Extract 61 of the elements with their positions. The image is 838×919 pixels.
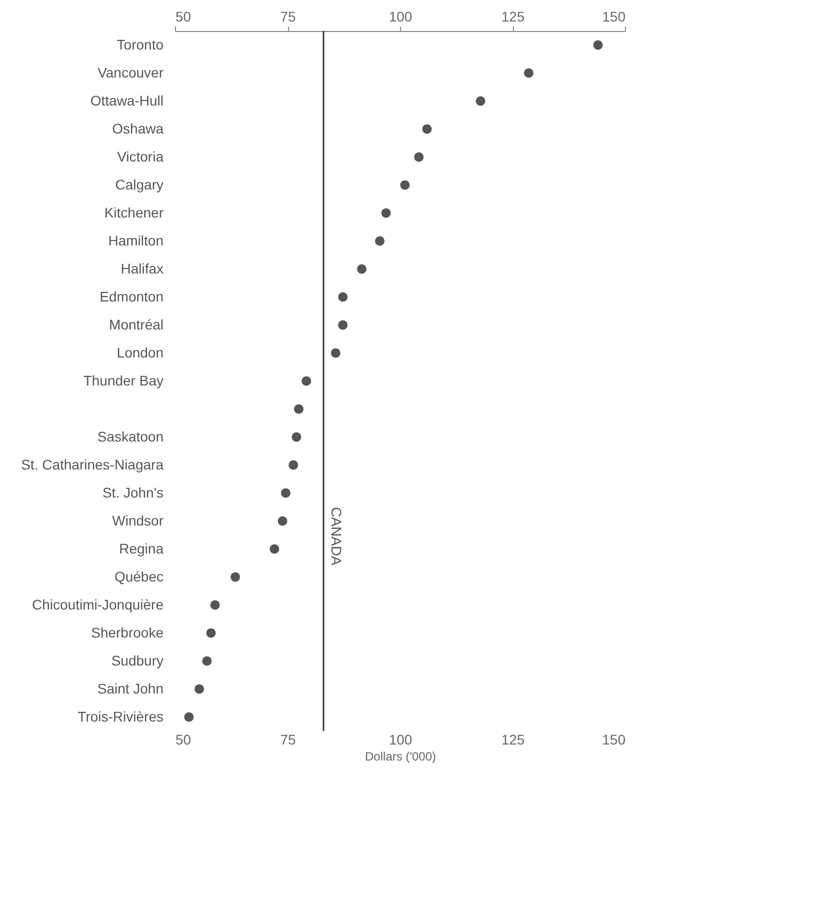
point [476,96,486,106]
point [338,320,348,330]
point [230,572,240,582]
y-tick-label: Montréal [109,316,164,332]
x-tick-label: 125 [501,732,525,748]
y-tick-label: Halifax [120,260,164,276]
x2-tick-label: 100 [388,8,412,24]
point [338,292,348,302]
y-tick-label: Regina [119,540,164,556]
y-tick-label: Chicoutimi-Jonquière [32,596,164,612]
x2-tick-label: 125 [501,8,525,24]
point [400,180,410,190]
point [330,348,340,358]
y-tick-label: Thunder Bay [83,372,164,388]
point [593,40,603,50]
x2-tick-label: 75 [280,8,296,24]
y-tick-label: Calgary [115,176,164,192]
y-tick-label: St. John's [102,484,164,500]
y-tick-label: Sherbrooke [91,624,164,640]
point [292,432,302,442]
x-axis-title: Dollars ('000) [365,750,436,764]
y-tick-label: Hamilton [108,232,164,248]
y-tick-label: Edmonton [100,288,164,304]
point [202,656,212,666]
x2-tick-label: 50 [176,8,192,24]
ref-line-label: CANADA [328,507,344,566]
y-tick-label: Kitchener [104,204,164,220]
point [210,600,220,610]
point [206,628,216,638]
x-tick-label: 150 [602,732,626,748]
y-tick-label: Toronto [116,36,164,52]
point [302,376,312,386]
point [294,404,304,414]
point [381,208,391,218]
point [194,684,204,694]
x-tick-label: 100 [388,732,412,748]
point [270,544,280,554]
y-tick-label: Trois-Rivières [78,708,164,724]
point [422,124,432,134]
y-tick-label: Windsor [112,512,164,528]
point [288,460,298,470]
y-tick-label: London [116,344,164,360]
x2-tick-label: 150 [602,8,626,24]
y-tick-label: St. Catharines-Niagara [21,456,164,472]
point [280,488,290,498]
y-tick-label: Saint John [97,680,164,696]
y-tick-label: Québec [114,568,164,584]
point [184,712,194,722]
point [414,152,424,162]
y-tick-label: Ottawa-Hull [90,92,164,108]
y-tick-label: Oshawa [112,120,164,136]
point [357,264,366,274]
point [278,516,288,526]
y-tick-label: Saskatoon [97,428,164,444]
point [375,236,384,246]
y-tick-label: Victoria [117,148,164,164]
x-tick-label: 50 [176,732,192,748]
point [524,68,534,78]
y-tick-label: Sudbury [111,652,164,668]
y-tick-label: Vancouver [98,64,164,80]
x-tick-label: 75 [280,732,296,748]
